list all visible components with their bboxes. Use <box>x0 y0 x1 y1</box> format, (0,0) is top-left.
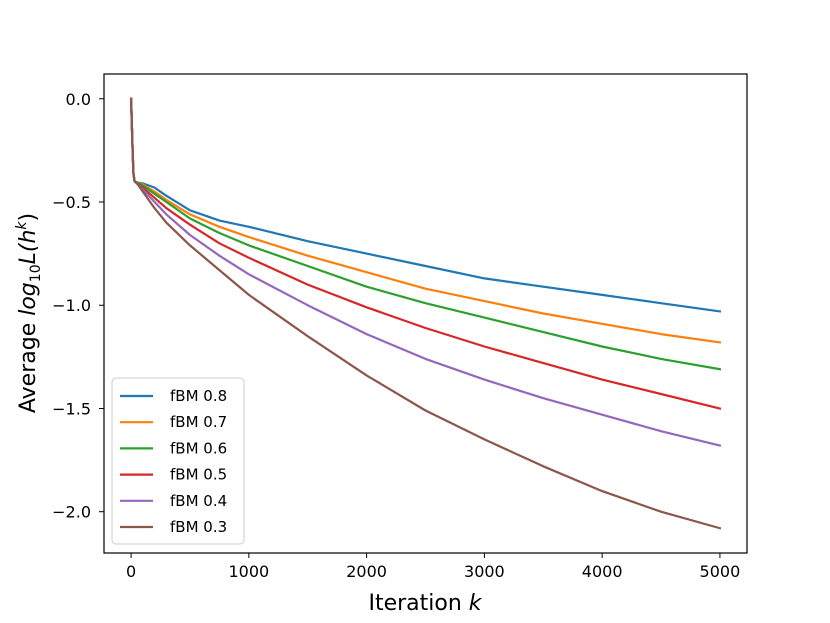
x-tick-label: 3000 <box>464 562 505 581</box>
x-axis-label: Iteration k <box>368 591 482 616</box>
y-tick-label: −1.0 <box>52 296 91 315</box>
y-axis-label: Average log10L(hk) <box>14 213 44 413</box>
y-axis: 0.0 −0.5 −1.0 −1.5 −2.0 <box>52 90 104 522</box>
x-tick-label: 2000 <box>346 562 387 581</box>
x-axis: 0 1000 2000 3000 4000 5000 <box>126 553 740 581</box>
legend-label-0: fBM 0.8 <box>170 387 227 405</box>
series-line-0 <box>129 97 722 313</box>
legend-label-3: fBM 0.5 <box>170 466 227 484</box>
y-tick-label: 0.0 <box>66 90 91 109</box>
plot-frame <box>103 73 748 554</box>
x-tick-label: 1000 <box>228 562 269 581</box>
legend: fBM 0.8 fBM 0.7 fBM 0.6 fBM 0.5 fBM 0.4 fBM 0… <box>111 377 245 545</box>
x-tick-label: 5000 <box>700 562 741 581</box>
legend-label-1: fBM 0.7 <box>170 413 227 431</box>
series-line-5 <box>129 97 722 530</box>
legend-label-2: fBM 0.6 <box>170 439 227 457</box>
x-tick-label: 4000 <box>582 562 623 581</box>
legend-box <box>111 377 245 545</box>
y-tick-label: −0.5 <box>52 193 91 212</box>
legend-label-4: fBM 0.4 <box>170 492 227 510</box>
y-tick-label: −2.0 <box>52 503 91 522</box>
series-line-3 <box>129 97 722 410</box>
series-layer <box>129 97 722 530</box>
legend-label-5: fBM 0.3 <box>170 518 227 536</box>
y-tick-label: −1.5 <box>52 399 91 418</box>
x-tick-label: 0 <box>126 562 136 581</box>
